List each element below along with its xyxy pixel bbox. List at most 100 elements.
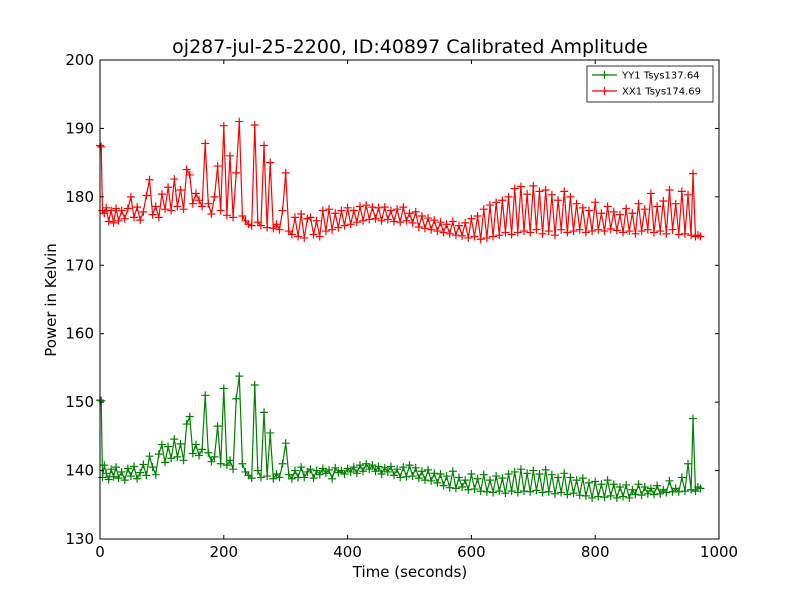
data-point [662, 229, 671, 238]
data-point [275, 225, 284, 234]
data-point [482, 487, 491, 496]
data-point [386, 206, 395, 215]
data-point [247, 474, 256, 483]
data-point [210, 192, 219, 201]
data-point [538, 229, 547, 238]
data-point [294, 232, 303, 241]
y-tick-label: 190 [65, 119, 94, 137]
data-point [260, 141, 269, 150]
data-point [482, 233, 491, 242]
data-point [581, 491, 590, 500]
data-point [569, 489, 578, 498]
data-point [566, 192, 575, 201]
x-tick-label: 800 [581, 543, 610, 561]
data-point [637, 491, 646, 500]
data-point [606, 491, 615, 500]
data-point [232, 168, 241, 177]
chart-title: oj287-jul-25-2200, ID:40897 Calibrated A… [172, 36, 648, 58]
data-point [529, 466, 538, 475]
data-point [544, 487, 553, 496]
data-point [114, 216, 123, 225]
data-point [104, 217, 113, 226]
data-point [619, 228, 628, 237]
data-point [343, 203, 352, 212]
data-point [476, 235, 485, 244]
data-point [588, 227, 597, 236]
data-point [467, 214, 476, 223]
data-point [238, 212, 247, 221]
data-point [365, 465, 374, 474]
data-point [563, 490, 572, 499]
data-point [290, 213, 299, 222]
data-point [628, 485, 637, 494]
data-point [290, 466, 299, 475]
data-point [117, 467, 126, 476]
data-point [427, 476, 436, 485]
x-tick-label: 600 [457, 543, 486, 561]
data-point [260, 408, 269, 417]
data-point [355, 202, 364, 211]
data-point [640, 205, 649, 214]
data-point [167, 206, 176, 215]
data-point [185, 412, 194, 421]
data-point [278, 459, 287, 468]
data-point [513, 488, 522, 497]
data-point [216, 459, 225, 468]
data-point [182, 420, 191, 429]
data-point [104, 475, 113, 484]
data-point [612, 226, 621, 235]
data-point [520, 227, 529, 236]
data-point [390, 471, 399, 480]
data-point [653, 481, 662, 490]
data-point [417, 212, 426, 221]
data-point [479, 470, 488, 479]
data-point [523, 469, 532, 478]
data-point [191, 189, 200, 198]
data-point [368, 203, 377, 212]
data-point [439, 228, 448, 237]
data-point [451, 484, 460, 493]
data-point [532, 486, 541, 495]
data-point [492, 198, 501, 207]
data-point [646, 189, 655, 198]
data-point [448, 217, 457, 226]
data-point [278, 206, 287, 215]
data-point [458, 231, 467, 240]
data-point [464, 485, 473, 494]
plot-area [100, 60, 719, 539]
data-point [668, 225, 677, 234]
data-point [516, 465, 525, 474]
data-point [97, 142, 106, 151]
data-point [479, 205, 488, 214]
data-point [284, 470, 293, 479]
data-point [628, 209, 637, 218]
y-tick-label: 170 [65, 256, 94, 274]
data-point [393, 465, 402, 474]
data-point [526, 487, 535, 496]
data-point [684, 190, 693, 199]
y-tick-label: 150 [65, 393, 94, 411]
data-point [269, 224, 278, 233]
data-point [520, 487, 529, 496]
data-point [148, 463, 157, 472]
data-point [374, 203, 383, 212]
data-point [130, 462, 139, 471]
data-point [362, 459, 371, 468]
data-point [383, 467, 392, 476]
data-point [662, 488, 671, 497]
data-point [312, 216, 321, 225]
data-point [198, 445, 207, 454]
data-point [136, 468, 145, 477]
y-tick-label: 140 [65, 462, 94, 480]
data-point [402, 472, 411, 481]
data-point [157, 440, 166, 449]
data-point [696, 232, 705, 241]
data-point [145, 175, 154, 184]
data-point [489, 232, 498, 241]
data-point [100, 209, 109, 218]
data-point [225, 456, 234, 465]
data-point [594, 225, 603, 234]
legend-marker [600, 87, 609, 95]
data-point [588, 493, 597, 502]
